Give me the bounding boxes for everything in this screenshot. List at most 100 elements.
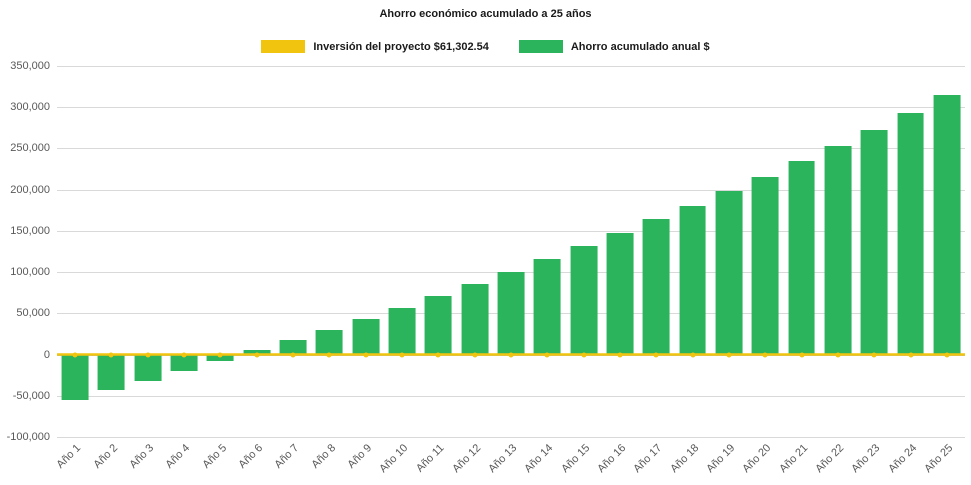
x-axis-label: Año 14: [522, 442, 556, 476]
legend-item: Inversión del proyecto $61,302.54: [261, 40, 489, 53]
bar: [897, 112, 924, 355]
bar: [570, 246, 598, 355]
y-axis-labels: 350,000 300,000 250,000 200,000 150,000 100,0…: [0, 60, 50, 443]
bar: [388, 307, 416, 355]
x-axis-label: Año 6: [236, 442, 266, 471]
line-marker: [653, 352, 659, 358]
gridline: [57, 189, 965, 191]
line-marker: [108, 352, 114, 358]
line-marker: [581, 352, 587, 358]
line-marker: [690, 352, 696, 358]
line-marker: [835, 352, 841, 358]
line-marker: [72, 352, 78, 358]
gridline: [57, 148, 965, 150]
x-axis-label: Año 11: [414, 442, 447, 475]
line-marker: [363, 352, 369, 358]
x-axis-label: Año 12: [450, 442, 484, 476]
x-axis-label: Año 2: [91, 442, 120, 471]
line-marker: [799, 352, 805, 358]
x-axis-label: Año 18: [667, 442, 702, 476]
bar: [642, 218, 670, 355]
legend-swatch: [261, 40, 306, 53]
gridline: [57, 66, 965, 67]
legend-item: Ahorro acumulado anual $: [518, 40, 710, 53]
bar: [533, 258, 561, 355]
y-axis-label: -100,000: [6, 431, 50, 443]
bar: [679, 205, 707, 355]
line-marker: [871, 352, 877, 358]
x-axis-label: Año 25: [922, 442, 956, 476]
bar: [207, 354, 234, 362]
line-marker: [508, 352, 514, 358]
line-marker: [944, 352, 950, 358]
y-axis-label: 350,000: [10, 60, 50, 72]
legend-label: Inversión del proyecto $61,302.54: [313, 40, 489, 53]
y-axis-label: 50,000: [16, 307, 50, 320]
y-axis-label: 200,000: [10, 183, 50, 196]
bar: [352, 319, 380, 355]
x-axis-label: Año 22: [813, 442, 847, 476]
bar: [315, 329, 343, 355]
x-axis-label: Año 13: [486, 442, 520, 476]
investment-line: [57, 66, 965, 437]
gridline: [57, 230, 965, 232]
line-marker: [399, 352, 405, 358]
y-axis-label: 150,000: [10, 224, 50, 237]
line-marker: [435, 352, 441, 358]
line-marker: [145, 352, 151, 358]
line-marker: [254, 352, 260, 358]
x-axis-label: Año 3: [127, 442, 157, 471]
y-axis-label: 0: [43, 348, 50, 361]
line-marker: [908, 352, 914, 358]
chart-title: Ahorro económico acumulado a 25 años: [379, 8, 592, 20]
x-axis-label: Año 10: [377, 442, 411, 476]
x-axis-label: Año 1: [54, 442, 84, 471]
bar: [933, 95, 961, 355]
bar: [606, 232, 634, 355]
line-marker: [290, 352, 296, 358]
bar: [279, 340, 307, 355]
x-axis-label: Año 7: [272, 442, 302, 471]
line-marker: [544, 352, 550, 358]
y-axis-label: 300,000: [10, 101, 50, 114]
x-axis-label: Año 16: [595, 442, 629, 476]
legend-swatch: [518, 40, 563, 53]
x-axis-labels: Año 1 Año 2 Año 3 Año 4 Año 5 Año 6 Año 7 Año 8…: [54, 437, 965, 485]
x-axis-label: Año 4: [163, 442, 193, 471]
line-marker: [762, 352, 768, 358]
bar: [61, 354, 89, 400]
line-marker: [617, 352, 623, 358]
bar: [170, 354, 198, 372]
line-marker: [726, 352, 732, 358]
x-axis-label: Año 5: [200, 442, 229, 471]
y-axis-label: -50,000: [12, 389, 50, 402]
y-axis-label: 100,000: [10, 266, 50, 279]
line-marker: [326, 352, 332, 358]
bar: [751, 176, 779, 355]
bar: [788, 161, 815, 355]
line-marker: [181, 352, 187, 358]
line-marker: [472, 352, 478, 358]
x-axis-label: Año 17: [631, 442, 665, 476]
bar: [424, 296, 452, 355]
gridline: [57, 437, 965, 438]
gridline: [57, 107, 965, 109]
bar: [497, 272, 525, 355]
legend-label: Ahorro acumulado anual $: [570, 40, 710, 53]
x-axis-label: Año 23: [849, 442, 883, 476]
bar: [461, 284, 489, 355]
bar: [134, 354, 162, 381]
x-axis-label: Año 20: [740, 442, 774, 476]
x-axis-label: Año 21: [776, 442, 811, 476]
bar: [860, 129, 888, 355]
y-axis-label: 250,000: [10, 142, 50, 155]
gridline: [57, 395, 965, 397]
line-marker: [217, 352, 223, 358]
x-axis-label: Año 24: [885, 442, 920, 476]
bar: [98, 354, 125, 390]
legend: Inversión del proyecto $61,302.54 Ahorro …: [0, 40, 971, 53]
bar: [715, 191, 743, 355]
bar: [824, 145, 852, 355]
x-axis-label: Año 9: [345, 442, 375, 471]
